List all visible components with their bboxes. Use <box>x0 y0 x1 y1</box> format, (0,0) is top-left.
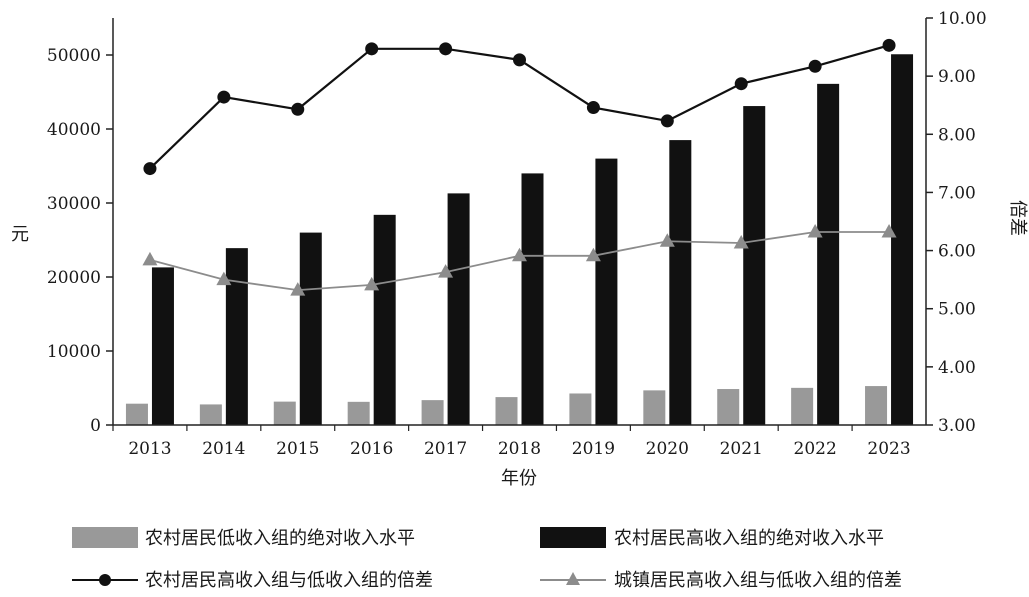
right-tick-label-7.00: 7.00 <box>938 183 976 203</box>
axes-layer <box>112 18 927 426</box>
legend-label-rural-ratio: 农村居民高收入组与低收入组的倍差 <box>145 570 433 591</box>
bar-low-2023 <box>865 386 888 425</box>
x-tick-label-2013: 2013 <box>128 439 171 459</box>
legend-swatch-low-income-bar <box>72 527 138 548</box>
left-tick-label-20000: 20000 <box>47 268 101 288</box>
x-tick-label-2022: 2022 <box>794 439 837 459</box>
bar-high-2022 <box>817 83 840 426</box>
lines-layer <box>142 38 897 296</box>
point-rural-2014 <box>217 90 231 104</box>
y-left-label: 元 <box>11 224 29 245</box>
bar-low-2021 <box>717 389 740 425</box>
legend-swatch-high-income-bar <box>540 527 606 548</box>
point-urban-2016 <box>364 276 380 291</box>
bar-high-2016 <box>373 214 396 425</box>
bar-high-2015 <box>299 232 322 425</box>
x-tick-label-2015: 2015 <box>276 439 319 459</box>
right-tick-label-9.00: 9.00 <box>938 67 976 87</box>
x-tick-label-2018: 2018 <box>498 439 541 459</box>
legend: 农村居民低收入组的绝对收入水平 农村居民高收入组的绝对收入水平 农村居民高收入组… <box>72 527 902 591</box>
bar-high-2014 <box>225 248 248 425</box>
right-tick-label-10.00: 10.00 <box>938 9 987 29</box>
left-tick-label-10000: 10000 <box>47 342 101 362</box>
point-urban-2015 <box>290 282 306 296</box>
point-urban-2013 <box>142 251 158 266</box>
x-tick-label-2020: 2020 <box>646 439 689 459</box>
bar-low-2019 <box>569 393 592 425</box>
left-tick-label-50000: 50000 <box>47 46 101 66</box>
x-axis-label: 年份 <box>501 468 537 489</box>
point-urban-2017 <box>438 264 454 278</box>
left-tick-label-0: 0 <box>90 416 101 436</box>
point-urban-2014 <box>216 271 232 286</box>
legend-label-low-income-bar: 农村居民低收入组的绝对收入水平 <box>145 528 415 549</box>
bar-high-2017 <box>447 193 470 425</box>
right-tick-label-5.00: 5.00 <box>938 300 976 320</box>
left-tick-label-30000: 30000 <box>47 194 101 214</box>
right-tick-label-6.00: 6.00 <box>938 242 976 262</box>
point-rural-2020 <box>660 114 674 128</box>
x-tick-label-2014: 2014 <box>202 439 245 459</box>
point-rural-2022 <box>808 59 822 73</box>
point-urban-2019 <box>585 247 601 262</box>
point-urban-2023 <box>881 223 897 238</box>
right-tick-label-3.00: 3.00 <box>938 416 976 436</box>
bar-high-2023 <box>891 54 914 425</box>
legend-marker-rural-ratio <box>99 574 111 586</box>
bar-low-2013 <box>125 403 148 425</box>
point-rural-2023 <box>882 38 896 52</box>
x-tick-label-2021: 2021 <box>720 439 763 459</box>
right-tick-label-8.00: 8.00 <box>938 125 976 145</box>
point-rural-2015 <box>291 102 305 116</box>
bar-high-2020 <box>669 140 692 425</box>
bar-low-2020 <box>643 390 666 425</box>
point-urban-2022 <box>807 223 823 238</box>
bar-high-2019 <box>595 158 618 425</box>
point-rural-2017 <box>439 42 453 56</box>
bar-low-2015 <box>273 401 296 425</box>
bar-high-2021 <box>743 106 766 425</box>
legend-label-urban-ratio: 城镇居民高收入组与低收入组的倍差 <box>614 570 902 591</box>
bar-high-2013 <box>151 267 174 425</box>
bar-low-2014 <box>199 404 222 425</box>
point-urban-2018 <box>512 247 527 262</box>
point-urban-2020 <box>659 233 675 247</box>
ticks-layer: 0 10000 20000 30000 40000 50000 3.00 4.00 5.00 6.… <box>47 9 987 459</box>
point-rural-2021 <box>734 77 748 91</box>
point-urban-2021 <box>733 235 749 249</box>
point-rural-2016 <box>365 42 379 56</box>
point-rural-2019 <box>586 101 600 115</box>
x-tick-label-2017: 2017 <box>424 439 467 459</box>
x-tick-label-2023: 2023 <box>867 439 910 459</box>
legend-marker-urban-ratio <box>566 572 580 585</box>
left-tick-label-40000: 40000 <box>47 120 101 140</box>
bar-high-2018 <box>521 173 544 425</box>
bar-low-2016 <box>347 401 370 425</box>
x-tick-label-2019: 2019 <box>572 439 615 459</box>
right-tick-label-4.00: 4.00 <box>938 358 976 378</box>
bar-low-2017 <box>421 400 444 425</box>
x-tick-label-2016: 2016 <box>350 439 393 459</box>
legend-label-high-income-bar: 农村居民高收入组的绝对收入水平 <box>614 528 884 549</box>
bar-low-2022 <box>791 387 814 425</box>
y-right-label: 倍差 <box>1007 200 1028 236</box>
point-rural-2018 <box>513 53 526 67</box>
point-rural-2013 <box>143 162 157 176</box>
bars-layer <box>125 54 914 426</box>
bar-low-2018 <box>495 397 518 425</box>
